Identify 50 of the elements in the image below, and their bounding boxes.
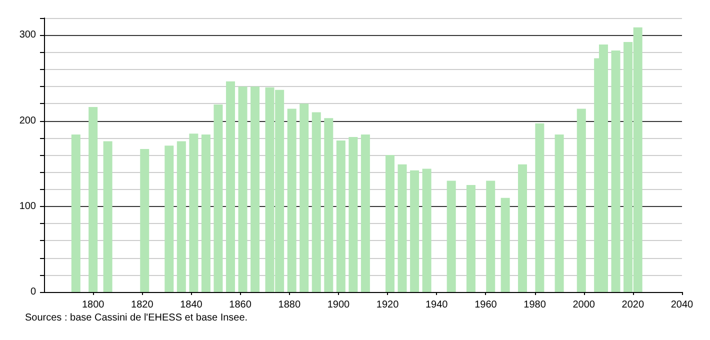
bar — [189, 134, 198, 292]
bar — [535, 123, 544, 292]
bar — [164, 146, 174, 292]
bar — [71, 134, 80, 292]
bar — [214, 104, 223, 292]
bar — [360, 134, 370, 292]
x-tick-label: 1840 — [180, 300, 203, 310]
bar — [500, 198, 510, 292]
bar — [466, 184, 476, 292]
x-tick-label: 1980 — [524, 300, 546, 310]
bar — [238, 86, 248, 292]
bar — [336, 140, 346, 292]
bar — [300, 104, 309, 292]
bar — [398, 164, 407, 292]
x-tick-label: 1880 — [278, 300, 301, 310]
bar — [226, 81, 235, 292]
x-tick-label: 1820 — [131, 300, 154, 310]
bar — [201, 134, 210, 292]
bar — [250, 86, 260, 292]
bar — [486, 180, 496, 292]
x-tick-label: 2000 — [572, 300, 596, 310]
bar — [576, 108, 586, 292]
x-tick-label: 1920 — [376, 300, 400, 310]
x-tick-label: 1900 — [327, 300, 350, 310]
x-tick-label: 2020 — [622, 300, 644, 310]
y-tick-label: 300 — [19, 30, 36, 41]
source-note: Sources : base Cassini de l'EHESS et base Insee. — [25, 312, 248, 324]
y-tick-label: 200 — [19, 115, 36, 126]
bar — [422, 168, 432, 292]
bar — [88, 107, 98, 292]
bar — [103, 141, 112, 292]
bar — [140, 149, 150, 292]
bar — [348, 137, 358, 292]
x-tick-label: 1800 — [82, 300, 105, 310]
y-tick-label: 100 — [19, 200, 36, 212]
x-tick-label: 2040 — [670, 300, 694, 310]
bar — [385, 155, 394, 292]
bar — [410, 170, 420, 292]
bar — [312, 112, 321, 292]
x-tick-label: 1860 — [229, 300, 252, 310]
x-tick-label: 1940 — [425, 300, 448, 310]
y-tick-label: 0 — [30, 286, 36, 298]
bar — [287, 108, 296, 292]
bar — [554, 134, 564, 292]
bar — [518, 164, 527, 292]
bar — [176, 141, 186, 292]
bar — [324, 118, 334, 292]
bar — [446, 180, 456, 292]
bar — [611, 50, 620, 292]
x-tick-label: 1960 — [474, 300, 498, 310]
